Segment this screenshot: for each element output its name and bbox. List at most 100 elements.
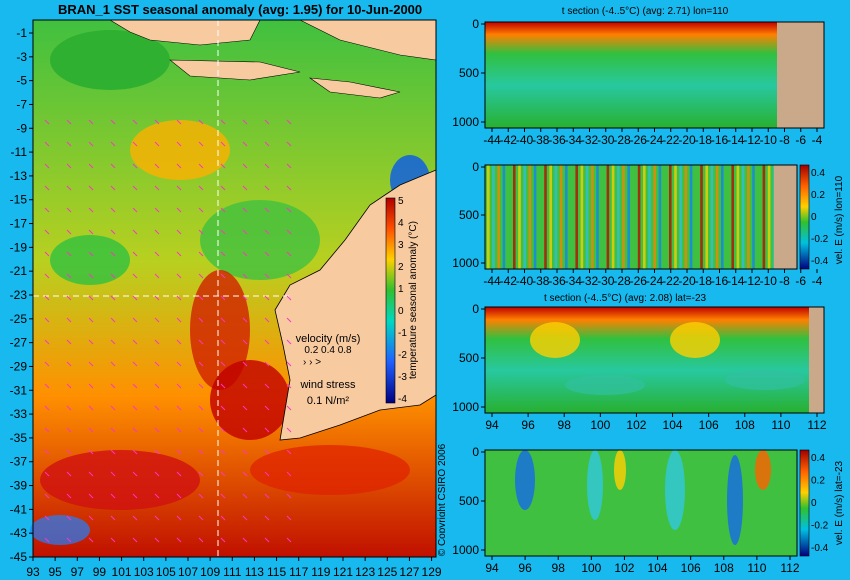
map-lat-tick: -7	[16, 97, 27, 111]
panel4-colorbar	[799, 449, 810, 557]
velocity-stripe	[492, 165, 495, 269]
panel2-colorbar-label: vel. E (m/s) lon=110	[834, 175, 845, 264]
panel-y-tick: 500	[459, 66, 479, 80]
velocity-arrow	[264, 537, 270, 543]
velocity-stripe	[679, 165, 682, 269]
velocity-arrow	[154, 383, 160, 389]
velocity-stripe	[747, 165, 750, 269]
velocity-arrow	[242, 141, 248, 147]
velocity-arrow	[44, 207, 50, 213]
panel-x-tick: -12	[743, 133, 761, 147]
velocity-stripe	[627, 165, 630, 269]
velocity-stripe	[585, 165, 589, 269]
map-lon-tick: 93	[26, 565, 40, 579]
panel-x-tick: -34	[565, 133, 583, 147]
velocity-stripe	[591, 165, 594, 269]
velocity-arrow	[132, 493, 138, 499]
velocity-arrow	[154, 317, 160, 323]
velocity-stripe	[757, 165, 760, 269]
velocity-arrow	[198, 207, 204, 213]
velocity-arrow	[44, 273, 50, 279]
velocity-arrow	[242, 207, 248, 213]
panel-colorbar-tick: 0.4	[811, 168, 825, 179]
velocity-arrow	[132, 405, 138, 411]
map-lon-tick: 123	[355, 565, 375, 579]
velocity-stripe	[695, 165, 698, 269]
velocity-arrow	[242, 537, 248, 543]
velocity-arrow	[110, 339, 116, 345]
panel-x-tick: -22	[662, 274, 680, 288]
map-lat-tick: -13	[10, 169, 28, 183]
velocity-arrow	[132, 537, 138, 543]
velocity-arrow	[198, 119, 204, 125]
land-java	[169, 59, 301, 81]
velocity-arrow	[176, 361, 182, 367]
velocity-stripe	[736, 165, 740, 269]
velocity-arrow	[44, 317, 50, 323]
panel-x-tick: -18	[695, 133, 713, 147]
panel-x-tick: -36	[548, 274, 566, 288]
velocity-arrow	[66, 229, 72, 235]
velocity-arrow	[176, 295, 182, 301]
velocity-arrow	[176, 119, 182, 125]
velocity-vectors	[44, 119, 292, 543]
panel-x-tick: -22	[662, 133, 680, 147]
panel3-title: t section (-4..5°C) (avg: 2.08) lat=-23	[544, 293, 707, 304]
panel-x-tick: -26	[630, 133, 648, 147]
map-lon-tick: 115	[267, 565, 286, 579]
velocity-arrow	[44, 471, 50, 477]
panel-x-tick: 106	[681, 561, 701, 575]
map-lon-ticks: 93 95 97 99 101 103 105 107 109 111 113 115 117 119 12…	[26, 557, 442, 579]
map-lon-tick: 99	[93, 565, 107, 579]
velocity-arrow	[110, 537, 116, 543]
velocity-arrow	[88, 251, 94, 257]
map-lon-tick: 97	[71, 565, 85, 579]
velocity-arrow	[154, 185, 160, 191]
velocity-arrow	[44, 493, 50, 499]
panel1-x-ticks: -44-42-40-38-36-34-32-30-28-26-24-22-20-…	[483, 128, 823, 147]
panel-x-tick: -4	[812, 133, 823, 147]
map-colorbar-tick: -1	[398, 328, 407, 339]
velocity-arrow	[132, 361, 138, 367]
velocity-arrow	[110, 141, 116, 147]
velocity-arrow	[44, 537, 50, 543]
velocity-arrow	[242, 229, 248, 235]
panel-x-tick: -12	[743, 274, 761, 288]
velocity-arrow	[176, 207, 182, 213]
velocity-arrow	[286, 273, 292, 279]
velocity-arrow	[88, 427, 94, 433]
velocity-arrow	[154, 405, 160, 411]
velocity-arrow	[176, 273, 182, 279]
velocity-stripe	[617, 165, 620, 269]
velocity-stripe	[601, 165, 604, 269]
map-lon-tick: 95	[48, 565, 62, 579]
velocity-arrow	[132, 383, 138, 389]
velocity-arrow	[110, 273, 116, 279]
panel-x-tick: -8	[779, 133, 790, 147]
panel-x-tick: -6	[795, 274, 806, 288]
velocity-arrow	[88, 163, 94, 169]
map-lat-tick: -25	[10, 312, 28, 326]
velocity-arrow	[44, 339, 50, 345]
velocity-arrow	[88, 141, 94, 147]
panel-colorbar-tick: -0.4	[811, 543, 829, 554]
velocity-arrow	[132, 273, 138, 279]
velocity-arrow	[44, 361, 50, 367]
velocity-arrow	[264, 229, 270, 235]
velocity-arrow	[66, 427, 72, 433]
panel4-velocity-blobs	[515, 450, 771, 545]
map-lat-tick: -3	[16, 50, 27, 64]
velocity-stripe	[544, 165, 547, 269]
velocity-arrow	[132, 251, 138, 257]
velocity-arrow	[44, 427, 50, 433]
velocity-arrow	[66, 537, 72, 543]
velocity-arrow	[264, 207, 270, 213]
map-lat-tick: -21	[10, 264, 28, 278]
velocity-arrow	[198, 361, 204, 367]
velocity-arrow	[264, 361, 270, 367]
velocity-arrow	[154, 471, 160, 477]
panel-x-tick: 110	[747, 561, 766, 575]
panel2-frame	[484, 164, 798, 270]
velocity-arrow	[66, 119, 72, 125]
velocity-arrow	[132, 119, 138, 125]
